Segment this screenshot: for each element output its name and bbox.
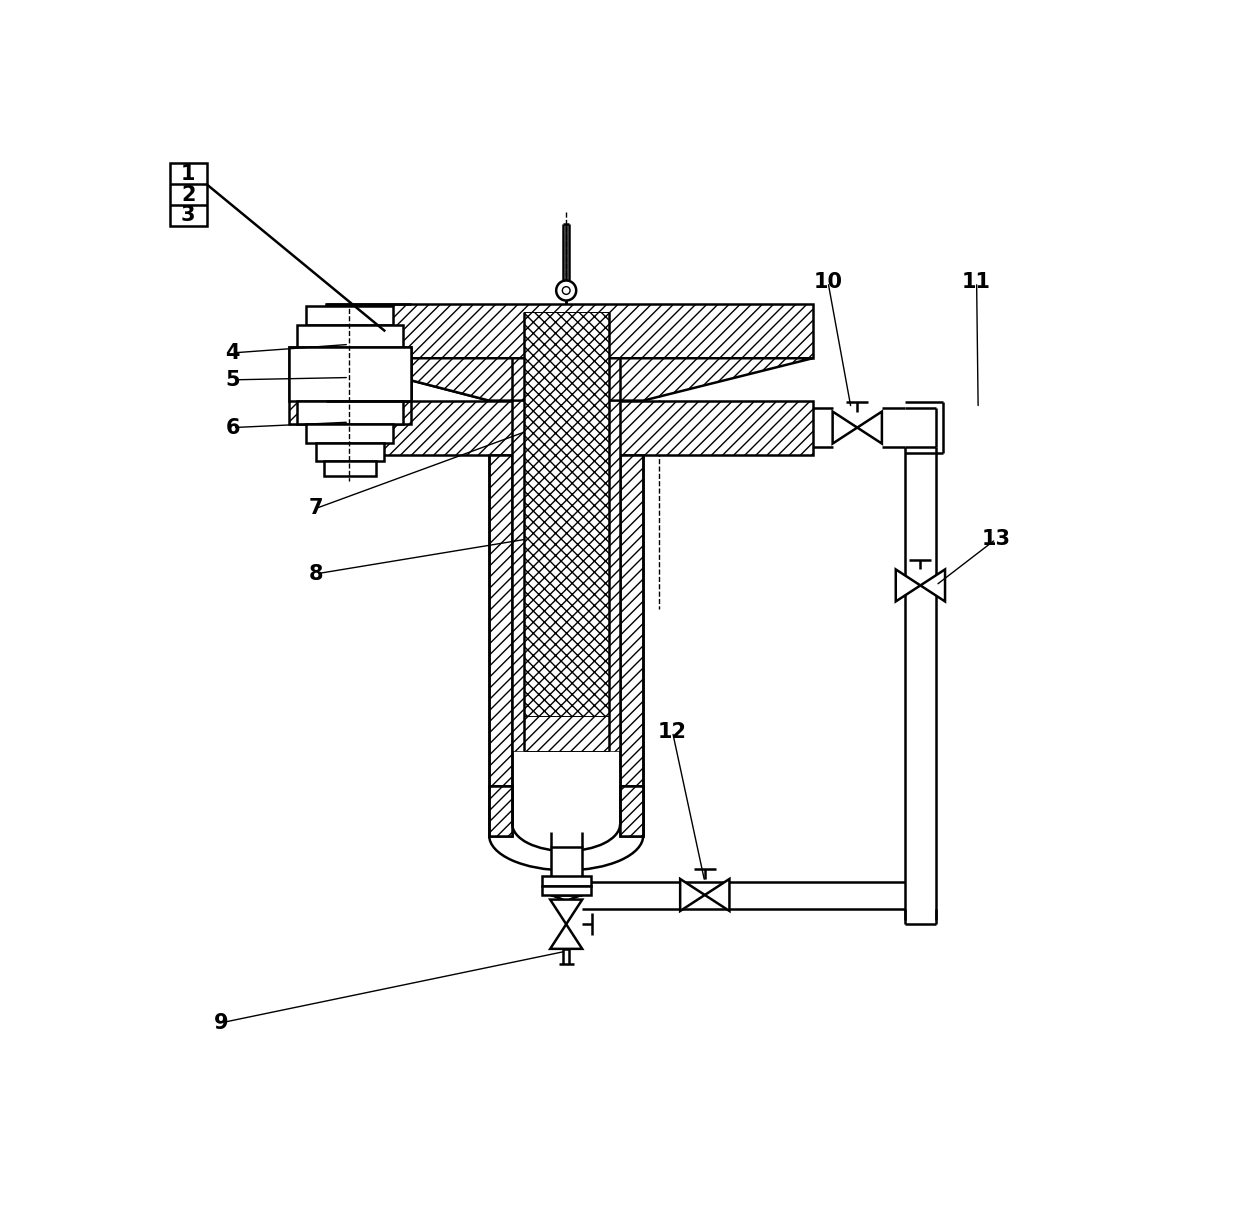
Polygon shape bbox=[326, 358, 812, 400]
Circle shape bbox=[557, 281, 577, 300]
Bar bbox=[542, 877, 590, 885]
Text: 13: 13 bbox=[981, 529, 1011, 549]
Polygon shape bbox=[551, 924, 583, 949]
Bar bbox=[490, 454, 512, 785]
Text: 4: 4 bbox=[226, 343, 241, 363]
Text: 6: 6 bbox=[226, 418, 241, 437]
Text: 9: 9 bbox=[215, 1012, 228, 1033]
Bar bbox=[326, 400, 812, 454]
Text: 12: 12 bbox=[658, 722, 687, 741]
Bar bbox=[326, 358, 410, 400]
Bar bbox=[512, 400, 523, 751]
Polygon shape bbox=[920, 569, 945, 602]
Bar bbox=[620, 785, 644, 835]
Text: 7: 7 bbox=[309, 498, 324, 519]
Polygon shape bbox=[704, 879, 729, 911]
Bar bbox=[289, 347, 410, 400]
Bar bbox=[490, 785, 512, 835]
Polygon shape bbox=[895, 569, 920, 602]
Text: 1: 1 bbox=[181, 164, 196, 184]
Bar bbox=[523, 717, 609, 751]
Bar bbox=[551, 847, 582, 878]
Bar bbox=[170, 164, 207, 226]
Bar bbox=[620, 454, 644, 785]
Bar bbox=[316, 443, 383, 460]
Text: 10: 10 bbox=[813, 272, 842, 292]
Polygon shape bbox=[832, 411, 857, 443]
Bar bbox=[296, 400, 403, 424]
Polygon shape bbox=[857, 411, 882, 443]
Bar bbox=[306, 424, 393, 443]
Bar bbox=[289, 347, 410, 424]
Circle shape bbox=[563, 287, 570, 294]
Text: 11: 11 bbox=[962, 272, 991, 292]
Polygon shape bbox=[326, 358, 508, 400]
Text: 2: 2 bbox=[181, 184, 196, 205]
Bar bbox=[609, 400, 620, 751]
Bar bbox=[326, 304, 812, 358]
Bar bbox=[296, 325, 403, 347]
Polygon shape bbox=[681, 879, 704, 911]
Polygon shape bbox=[551, 900, 583, 924]
Bar bbox=[620, 785, 644, 835]
Text: 8: 8 bbox=[309, 564, 324, 584]
Text: 3: 3 bbox=[181, 205, 196, 226]
Text: 5: 5 bbox=[226, 370, 241, 389]
Bar bbox=[523, 313, 609, 717]
Bar bbox=[542, 885, 590, 895]
Bar bbox=[306, 306, 393, 325]
Bar bbox=[490, 785, 512, 835]
Bar bbox=[324, 460, 376, 476]
